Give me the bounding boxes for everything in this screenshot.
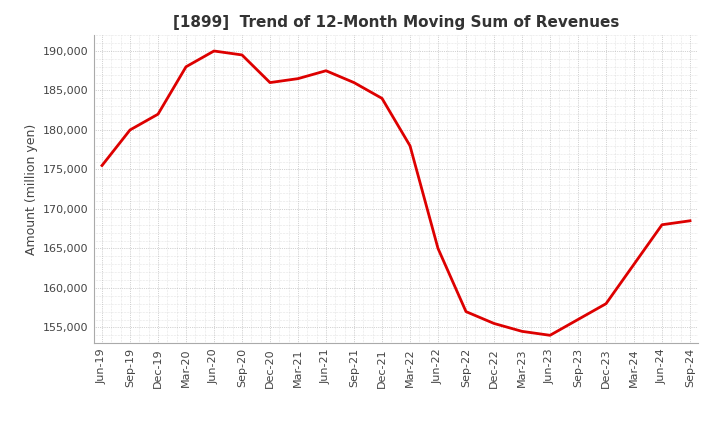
Title: [1899]  Trend of 12-Month Moving Sum of Revenues: [1899] Trend of 12-Month Moving Sum of R… [173, 15, 619, 30]
Y-axis label: Amount (million yen): Amount (million yen) [24, 124, 37, 255]
